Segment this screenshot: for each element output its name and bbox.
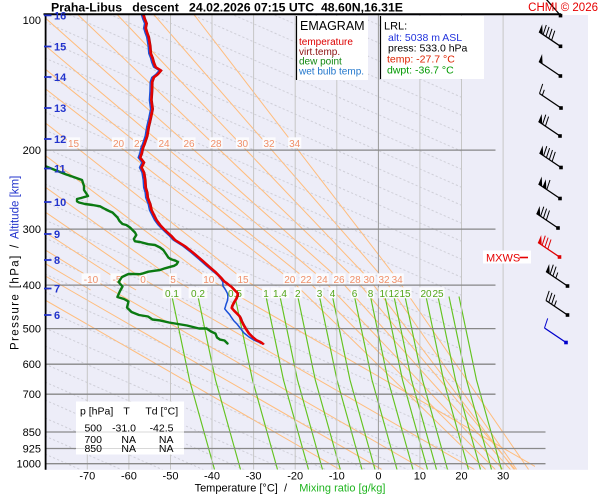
- svg-text:24: 24: [317, 275, 329, 286]
- svg-text:dwpt: -36.7 °C: dwpt: -36.7 °C: [387, 65, 454, 77]
- svg-text:11: 11: [54, 164, 66, 176]
- svg-text:16: 16: [54, 10, 66, 22]
- svg-text:1000: 1000: [17, 459, 41, 471]
- svg-text:20: 20: [455, 471, 467, 483]
- svg-text:500: 500: [84, 423, 102, 435]
- svg-text:1.4: 1.4: [273, 289, 287, 300]
- svg-text:26: 26: [333, 275, 345, 286]
- svg-text:100: 100: [23, 15, 41, 27]
- svg-text:20: 20: [420, 289, 432, 300]
- svg-text:0: 0: [375, 471, 381, 483]
- svg-text:30: 30: [497, 471, 509, 483]
- svg-text:400: 400: [23, 280, 41, 292]
- svg-text:10: 10: [54, 197, 66, 209]
- svg-text:-50: -50: [163, 471, 179, 483]
- svg-text:1: 1: [263, 289, 269, 300]
- svg-text:500: 500: [23, 323, 41, 335]
- svg-text:temp: -27.7 °C: temp: -27.7 °C: [387, 54, 455, 66]
- svg-text:temperature: temperature: [299, 37, 353, 48]
- svg-text:T: T: [123, 406, 130, 418]
- svg-text:12: 12: [388, 289, 400, 300]
- svg-text:26: 26: [183, 139, 195, 150]
- svg-text:-31.0: -31.0: [112, 423, 136, 435]
- svg-text:-30: -30: [246, 471, 262, 483]
- svg-text:10: 10: [379, 289, 391, 300]
- svg-text:NA: NA: [159, 443, 174, 455]
- svg-text:-70: -70: [79, 471, 95, 483]
- svg-text:14: 14: [54, 72, 67, 84]
- svg-text:7: 7: [54, 284, 60, 296]
- svg-text:-20: -20: [287, 471, 303, 483]
- svg-text:8: 8: [54, 255, 60, 267]
- svg-text:15: 15: [54, 42, 66, 54]
- svg-text:700: 700: [23, 389, 41, 401]
- svg-text:32: 32: [378, 275, 390, 286]
- svg-text:-40: -40: [204, 471, 220, 483]
- svg-text:-5: -5: [113, 275, 122, 286]
- svg-text:press: 533.0 hPa: press: 533.0 hPa: [388, 43, 468, 55]
- svg-text:10: 10: [203, 275, 215, 286]
- svg-text:20: 20: [113, 139, 125, 150]
- svg-text:300: 300: [23, 224, 41, 236]
- svg-text:LRL:: LRL:: [384, 21, 407, 33]
- svg-text:15: 15: [237, 275, 249, 286]
- svg-text:Praha-Libus descent 24.02.: Praha-Libus descent 24.02.2026 07:15 UTC…: [51, 1, 403, 15]
- svg-text:24: 24: [158, 139, 170, 150]
- svg-text:15: 15: [399, 289, 411, 300]
- svg-text:8: 8: [368, 289, 374, 300]
- svg-text:600: 600: [23, 359, 41, 371]
- svg-text:-10: -10: [329, 471, 345, 483]
- svg-text:20: 20: [284, 275, 296, 286]
- svg-text:12: 12: [54, 134, 66, 146]
- svg-text:34: 34: [289, 139, 301, 150]
- svg-text:Pressure [hPa] / Altitude [k: Pressure [hPa] / Altitude [km]: [10, 176, 22, 350]
- svg-text:NA: NA: [121, 443, 136, 455]
- svg-text:-42.5: -42.5: [150, 423, 174, 435]
- svg-text:-60: -60: [121, 471, 137, 483]
- svg-text:6: 6: [54, 310, 60, 322]
- svg-text:22: 22: [300, 275, 312, 286]
- svg-text:15: 15: [68, 139, 80, 150]
- svg-text:30: 30: [363, 275, 375, 286]
- svg-text:alt: 5038 m ASL: alt: 5038 m ASL: [388, 32, 462, 44]
- svg-text:28: 28: [350, 275, 362, 286]
- svg-text:MXWS: MXWS: [486, 253, 520, 265]
- svg-text:25: 25: [432, 289, 444, 300]
- svg-text:dew point: dew point: [299, 57, 342, 68]
- svg-text:22: 22: [134, 139, 146, 150]
- svg-text:NA: NA: [121, 434, 136, 446]
- svg-text:28: 28: [210, 139, 222, 150]
- svg-text:34: 34: [392, 275, 404, 286]
- svg-text:30: 30: [237, 139, 249, 150]
- svg-text:9: 9: [54, 229, 60, 241]
- svg-text:925: 925: [23, 443, 41, 455]
- svg-text:Td [°C]: Td [°C]: [145, 406, 178, 418]
- svg-text:0.5: 0.5: [228, 289, 242, 300]
- svg-text:4: 4: [330, 289, 336, 300]
- svg-text:10: 10: [414, 471, 426, 483]
- svg-text:3: 3: [317, 289, 323, 300]
- svg-text:2: 2: [295, 289, 301, 300]
- svg-text:850: 850: [23, 427, 41, 439]
- svg-text:13: 13: [54, 103, 66, 115]
- svg-text:0: 0: [140, 275, 146, 286]
- svg-text:850: 850: [84, 443, 102, 455]
- svg-text:NA: NA: [159, 434, 174, 446]
- svg-text:32: 32: [263, 139, 275, 150]
- svg-text:700: 700: [84, 434, 102, 446]
- svg-text:0.1: 0.1: [165, 289, 179, 300]
- svg-text:CHMI © 2026: CHMI © 2026: [528, 2, 598, 14]
- svg-text:-10: -10: [84, 275, 99, 286]
- svg-text:200: 200: [23, 145, 41, 157]
- svg-text:EMAGRAM: EMAGRAM: [300, 19, 365, 33]
- svg-text:0.2: 0.2: [191, 289, 205, 300]
- svg-text:5: 5: [170, 275, 176, 286]
- svg-text:virt.temp.: virt.temp.: [299, 47, 340, 58]
- svg-text:6: 6: [352, 289, 358, 300]
- svg-text:wet bulb temp.: wet bulb temp.: [298, 67, 364, 78]
- svg-text:p [hPa]: p [hPa]: [80, 406, 113, 418]
- svg-text:Temperature [°C] / Mixing: Temperature [°C] / Mixing ratio [g/kg]: [195, 483, 386, 495]
